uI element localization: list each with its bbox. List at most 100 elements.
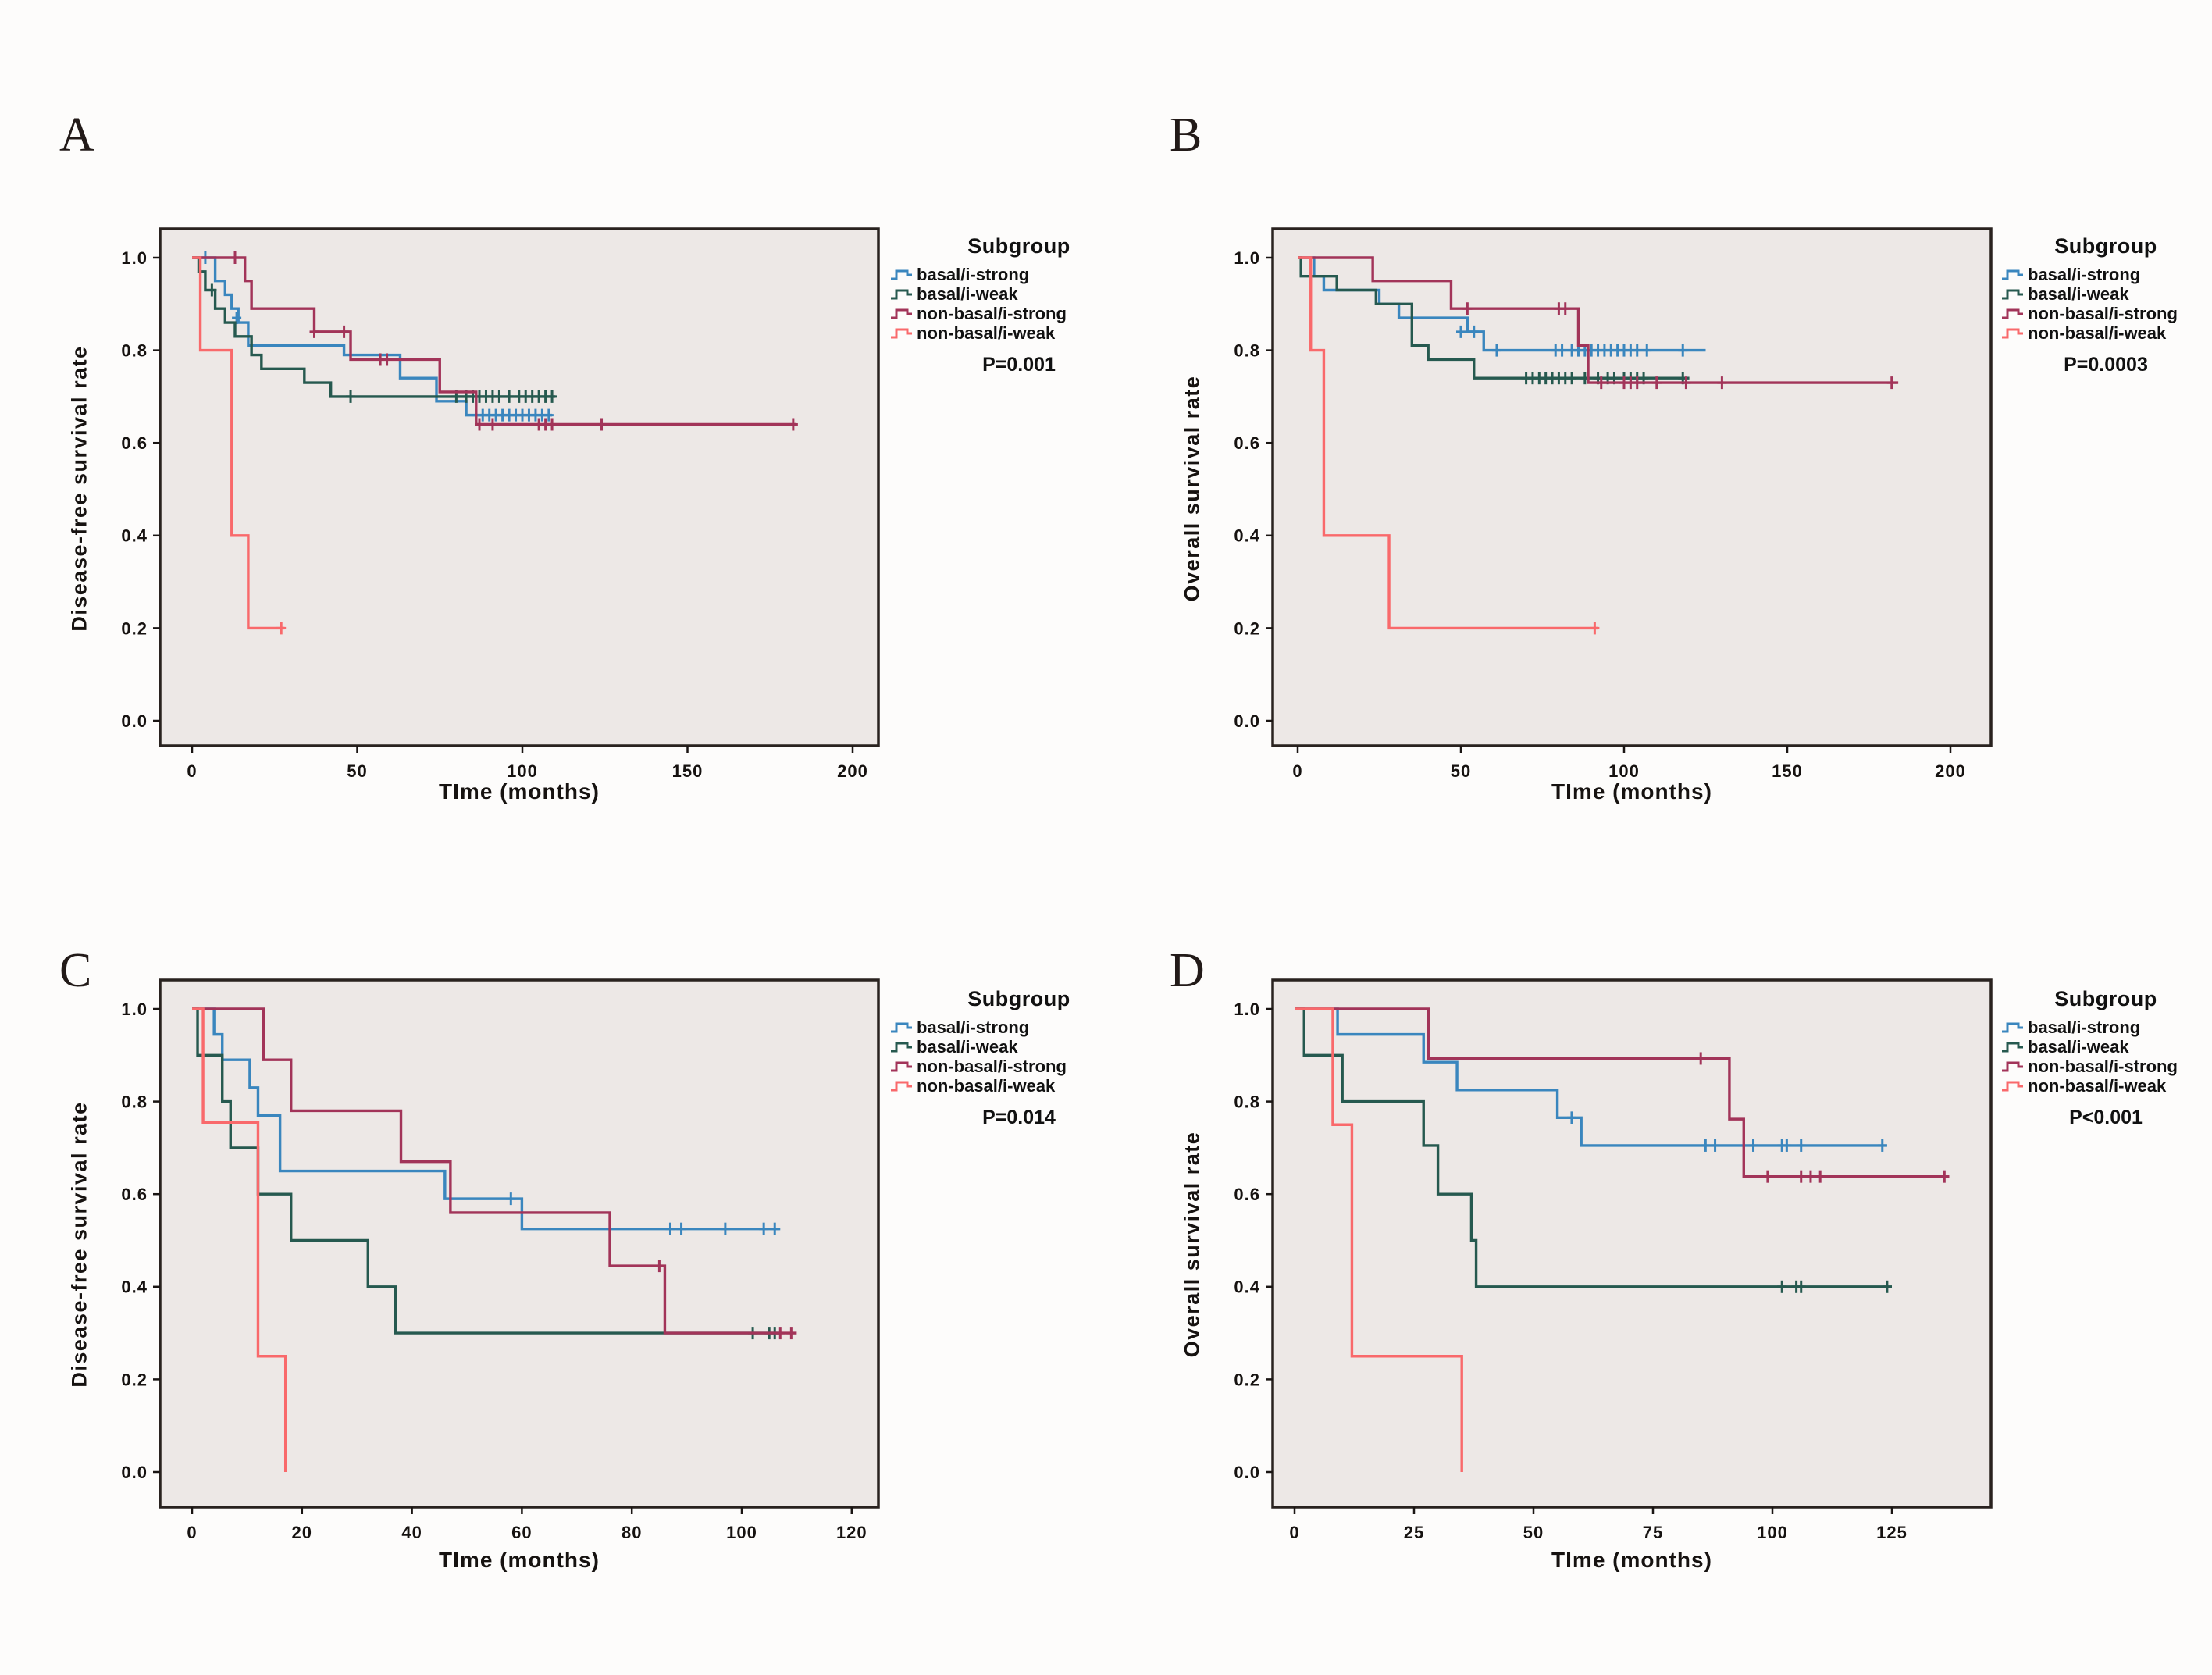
x-tick-label: 50 — [1451, 761, 1471, 781]
series-curve-basal-i-strong — [1295, 1007, 1887, 1147]
y-tick-label: 0.0 — [1234, 711, 1260, 731]
legend-title: Subgroup — [2054, 234, 2157, 258]
legend-key-step-icon — [2002, 1022, 2023, 1032]
legend-item-label: basal/i-strong — [2028, 264, 2141, 284]
series-curve-non-basal-i-strong — [192, 256, 797, 426]
legend-items-b: basal/i-strong basal/i-weak non-basal/i-st… — [2001, 265, 2210, 343]
panel-a-p-value: P=0.001 — [982, 354, 1056, 376]
panel-c-letter: C — [59, 944, 92, 997]
series-curve-non-basal-i-weak — [1295, 1007, 1463, 1472]
legend-key-step-icon — [891, 1042, 912, 1052]
legend-item-non-basal-i-strong: non-basal/i-strong — [890, 1057, 1148, 1076]
panel-a-x-axis-title: TIme (months) — [439, 779, 600, 804]
legend-item-basal-i-strong: basal/i-strong — [2001, 1017, 2210, 1037]
x-tick-label: 25 — [1404, 1523, 1424, 1542]
x-tick-label: 0 — [187, 1523, 197, 1542]
y-tick-label: 0.6 — [1234, 1185, 1260, 1204]
y-tick-label: 1.0 — [1234, 248, 1260, 268]
legend-item-label: non-basal/i-strong — [917, 1056, 1067, 1076]
legend-item-basal-i-weak: basal/i-weak — [2001, 1037, 2210, 1057]
legend-item-label: non-basal/i-weak — [2028, 323, 2167, 343]
y-tick-label: 0.8 — [1234, 341, 1260, 361]
legend-key-step-icon — [2002, 289, 2023, 299]
y-tick-label: 0.0 — [121, 711, 148, 731]
legend-item-basal-i-strong: basal/i-strong — [890, 1017, 1148, 1037]
series-curve-non-basal-i-weak — [1298, 256, 1598, 630]
panel-a-letter: A — [59, 109, 94, 162]
x-tick-label: 40 — [401, 1523, 422, 1542]
x-tick-label: 150 — [672, 761, 703, 781]
legend-item-non-basal-i-weak: non-basal/i-weak — [890, 1076, 1148, 1096]
legend-key-step-icon — [2002, 308, 2023, 319]
legend-item-non-basal-i-weak: non-basal/i-weak — [2001, 1076, 2210, 1096]
legend-item-label: non-basal/i-weak — [2028, 1075, 2167, 1096]
legend-item-label: basal/i-weak — [917, 1036, 1018, 1057]
legend-item-label: basal/i-strong — [917, 264, 1030, 284]
legend-item-label: basal/i-weak — [2028, 283, 2129, 304]
legend-item-label: basal/i-weak — [917, 283, 1018, 304]
legend-key-step-icon — [891, 308, 912, 319]
panel-D-plot-area — [1271, 978, 1993, 1509]
panel-a-legend: Subgroup basal/i-strong basal/i-weak non-b… — [890, 234, 1148, 376]
panel-d-legend: Subgroup basal/i-strong basal/i-weak non-b… — [2001, 987, 2210, 1129]
series-curve-non-basal-i-strong — [1295, 1007, 1950, 1178]
legend-item-label: non-basal/i-weak — [917, 1075, 1056, 1096]
legend-title: Subgroup — [2054, 987, 2157, 1010]
y-tick-label: 1.0 — [121, 248, 148, 268]
panel-b-x-axis-title: TIme (months) — [1551, 779, 1712, 804]
legend-key-step-icon — [2002, 1061, 2023, 1071]
legend-item-non-basal-i-strong: non-basal/i-strong — [890, 304, 1148, 323]
legend-key-step-icon — [2002, 328, 2023, 338]
series-curve-basal-i-weak — [192, 256, 556, 398]
x-tick-label: 0 — [1292, 761, 1302, 781]
legend-key-step-icon — [891, 328, 912, 338]
legend-key-step-icon — [891, 269, 912, 280]
panel-d-x-axis-title: TIme (months) — [1551, 1548, 1712, 1572]
y-tick-label: 0.2 — [1234, 1370, 1260, 1389]
legend-item-basal-i-weak: basal/i-weak — [890, 284, 1148, 304]
x-tick-label: 60 — [511, 1523, 532, 1542]
y-tick-label: 0.4 — [1234, 1278, 1260, 1297]
x-tick-label: 120 — [836, 1523, 867, 1542]
legend-key-step-icon — [2002, 1042, 2023, 1052]
series-curve-basal-i-weak — [1298, 256, 1690, 380]
legend-key-step-icon — [891, 289, 912, 299]
y-tick-label: 0.2 — [1234, 618, 1260, 638]
legend-item-non-basal-i-strong: non-basal/i-strong — [2001, 304, 2210, 323]
x-tick-label: 20 — [292, 1523, 312, 1542]
legend-items-c: basal/i-strong basal/i-weak non-basal/i-st… — [890, 1017, 1148, 1096]
panel-B-plot-area — [1271, 227, 1993, 747]
x-tick-label: 0 — [1289, 1523, 1299, 1542]
legend-item-basal-i-strong: basal/i-strong — [890, 265, 1148, 284]
legend-item-non-basal-i-weak: non-basal/i-weak — [890, 323, 1148, 343]
y-tick-label: 0.4 — [121, 1278, 148, 1297]
x-tick-label: 50 — [347, 761, 367, 781]
y-tick-label: 1.0 — [121, 1000, 148, 1019]
legend-item-label: non-basal/i-strong — [917, 303, 1067, 323]
series-curve-basal-i-weak — [1295, 1007, 1892, 1288]
legend-item-label: basal/i-strong — [2028, 1017, 2141, 1037]
x-tick-label: 200 — [1935, 761, 1966, 781]
y-tick-label: 0.4 — [121, 526, 148, 546]
x-tick-label: 50 — [1523, 1523, 1544, 1542]
legend-item-label: basal/i-strong — [917, 1017, 1030, 1037]
legend-key-step-icon — [891, 1061, 912, 1071]
panel-C-plot-area — [159, 978, 880, 1509]
panel-b-letter: B — [1170, 109, 1202, 162]
y-tick-label: 0.2 — [121, 618, 148, 638]
x-tick-label: 80 — [622, 1523, 642, 1542]
legend-item-basal-i-weak: basal/i-weak — [890, 1037, 1148, 1057]
panel-b-p-value: P=0.0003 — [2064, 354, 2148, 376]
panel-b-y-axis-title: Overall survival rate — [1180, 375, 1204, 602]
panel-c-y-axis-title: Disease-free survival rate — [67, 1101, 91, 1388]
legend-title: Subgroup — [967, 234, 1070, 258]
legend-key-step-icon — [891, 1022, 912, 1032]
y-tick-label: 0.6 — [1234, 433, 1260, 453]
series-curve-non-basal-i-weak — [192, 1007, 287, 1472]
y-tick-label: 0.4 — [1234, 526, 1260, 546]
x-tick-label: 75 — [1643, 1523, 1663, 1542]
series-curve-non-basal-i-weak — [192, 256, 285, 630]
series-curve-basal-i-strong — [192, 1007, 781, 1231]
y-tick-label: 0.6 — [121, 1185, 148, 1204]
